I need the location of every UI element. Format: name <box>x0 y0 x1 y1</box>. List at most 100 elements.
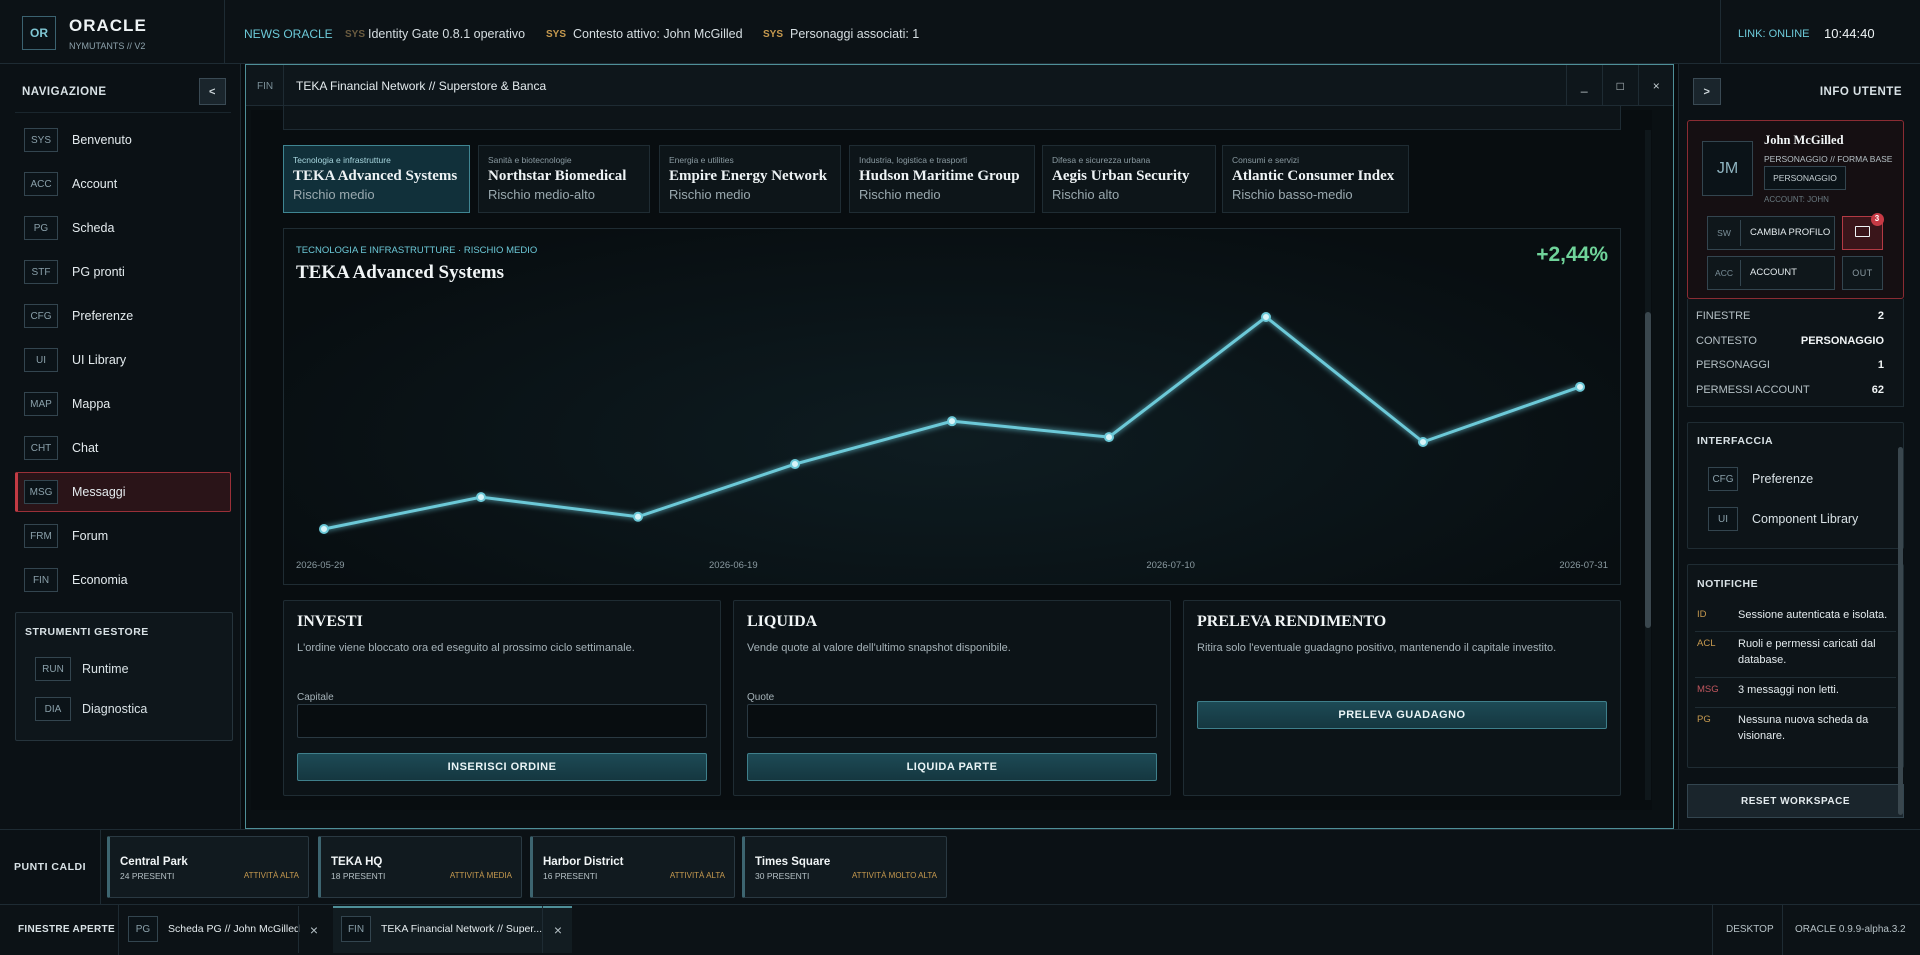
item-label[interactable]: Component Library <box>1752 512 1859 526</box>
button-label[interactable]: CAMBIA PROFILO <box>1750 227 1831 238</box>
tab-sector: Consumi e servizi <box>1232 155 1300 165</box>
link-status: LINK: ONLINE <box>1738 28 1810 40</box>
logout-button[interactable]: OUT <box>1842 256 1883 290</box>
switch-profile-button[interactable] <box>1707 216 1835 250</box>
tab-sector: Energia e utilities <box>669 155 734 165</box>
user-role: PERSONAGGIO // FORMA BASE <box>1764 154 1893 164</box>
nav-item[interactable] <box>15 472 231 512</box>
notifications-box <box>1687 564 1904 768</box>
window-code: FIN <box>341 916 371 942</box>
price-point <box>1261 312 1271 322</box>
action-button[interactable]: INSERISCI ORDINE <box>297 753 707 781</box>
chart-panel <box>283 228 1621 585</box>
hotspot-card[interactable] <box>107 836 309 898</box>
hotspot-card[interactable] <box>742 836 947 898</box>
tab-name: Aegis Urban Security <box>1052 168 1190 184</box>
text-input[interactable] <box>297 704 707 738</box>
mail-button[interactable] <box>1842 216 1883 250</box>
stat-label: PERSONAGGI <box>1696 359 1770 371</box>
stat-label: CONTESTO <box>1696 334 1757 347</box>
mail-count: 3 <box>1874 214 1880 223</box>
window-code: PG <box>128 916 158 942</box>
nav-label[interactable]: Forum <box>72 529 109 543</box>
hotspots-title: PUNTI CALDI <box>14 861 86 873</box>
taskbar <box>0 904 1920 955</box>
item-code: CFG <box>1708 467 1738 491</box>
tool-label[interactable]: Diagnostica <box>82 702 148 716</box>
nav-label[interactable]: Scheda <box>72 221 115 235</box>
stock-tab[interactable] <box>478 145 650 213</box>
tab-sector: Tecnologia e infrastrutture <box>293 155 391 165</box>
nav-label[interactable]: Messaggi <box>72 485 126 499</box>
close-button[interactable]: × <box>553 922 563 938</box>
x-tick-label: 2026-07-31 <box>1559 560 1608 571</box>
action-button[interactable]: PRELEVA GUADAGNO <box>1197 701 1607 729</box>
notification-text: 3 messaggi non letti. <box>1738 684 1839 696</box>
close-button[interactable]: × <box>309 922 319 938</box>
account-button[interactable] <box>1707 256 1835 290</box>
notification-text: Nessuna nuova scheda da visionare. <box>1738 714 1869 742</box>
divider <box>1695 631 1896 632</box>
ticker-tag: SYS <box>546 29 567 40</box>
expand-button[interactable]: > <box>1693 78 1721 105</box>
stock-tab[interactable] <box>1042 145 1216 213</box>
ticker-text: Personaggi associati: 1 <box>790 27 920 41</box>
window-code: FIN <box>257 81 274 92</box>
nav-code: FIN <box>24 568 58 592</box>
taskbar-window-title[interactable]: TEKA Financial Network // Super... <box>381 923 543 935</box>
window-control[interactable]: _ <box>1580 78 1589 93</box>
taskbar-window-title[interactable]: Scheda PG // John McGilled <box>168 923 300 935</box>
window-control[interactable]: × <box>1652 78 1661 93</box>
version: ORACLE 0.9.9-alpha.3.2 <box>1795 924 1906 935</box>
item-label[interactable]: Preferenze <box>1752 472 1814 486</box>
tab-name: Hudson Maritime Group <box>859 168 1020 184</box>
button-label[interactable]: ACCOUNT <box>1750 267 1797 278</box>
line-chart <box>319 312 1585 534</box>
price-point <box>1575 381 1585 392</box>
panel-title: INFO UTENTE <box>1819 86 1902 98</box>
price-point <box>1104 432 1114 443</box>
tool-label[interactable]: Runtime <box>82 662 129 676</box>
ticker-text: Contesto attivo: John McGilled <box>573 27 743 41</box>
nav-label[interactable]: Mappa <box>72 397 111 411</box>
hotspot-present: 18 PRESENTI <box>331 871 386 881</box>
nav-label[interactable]: Preferenze <box>72 309 134 323</box>
scrollbar-thumb <box>1898 447 1903 815</box>
hotspot-card[interactable] <box>530 836 735 898</box>
action-button[interactable]: LIQUIDA PARTE <box>747 753 1157 781</box>
user-name: John McGilled <box>1764 133 1844 147</box>
button-code: SW <box>1717 228 1731 238</box>
nav-label[interactable]: UI Library <box>72 353 127 367</box>
desktop-button[interactable]: DESKTOP <box>1726 924 1774 935</box>
stock-tab[interactable] <box>1222 145 1409 213</box>
nav-label[interactable]: Chat <box>72 441 99 455</box>
tab-risk: Rischio medio <box>293 187 375 202</box>
reset-button[interactable]: RESET WORKSPACE <box>1687 784 1904 818</box>
text-input[interactable] <box>747 704 1157 738</box>
stock-tab[interactable] <box>849 145 1035 213</box>
stock-tab[interactable] <box>659 145 841 213</box>
stock-tab[interactable] <box>283 145 470 213</box>
hotspot-card[interactable] <box>318 836 522 898</box>
nav-label[interactable]: PG pronti <box>72 265 125 279</box>
nav-label[interactable]: Account <box>72 177 118 191</box>
hotspot-name: Times Square <box>755 856 831 868</box>
price-point <box>476 492 486 503</box>
collapse-button[interactable]: < <box>199 78 226 105</box>
divider <box>15 112 231 113</box>
stats-box <box>1687 299 1904 407</box>
tab-name: TEKA Advanced Systems <box>293 168 458 184</box>
nav-label[interactable]: Benvenuto <box>72 133 132 147</box>
hotspot-name: Central Park <box>120 856 188 868</box>
account-label: ACCOUNT: JOHN <box>1764 195 1829 204</box>
nav-label[interactable]: Economia <box>72 573 128 587</box>
divider <box>1695 677 1896 678</box>
taskbar-window[interactable] <box>333 906 572 953</box>
field-label: Capitale <box>297 692 334 703</box>
tab-risk: Rischio medio <box>859 187 941 202</box>
section-title: NOTIFICHE <box>1697 578 1759 590</box>
tab-risk: Rischio alto <box>1052 187 1120 202</box>
window-control[interactable]: □ <box>1616 78 1625 93</box>
nav-code: CHT <box>24 436 58 460</box>
divider <box>283 65 284 106</box>
